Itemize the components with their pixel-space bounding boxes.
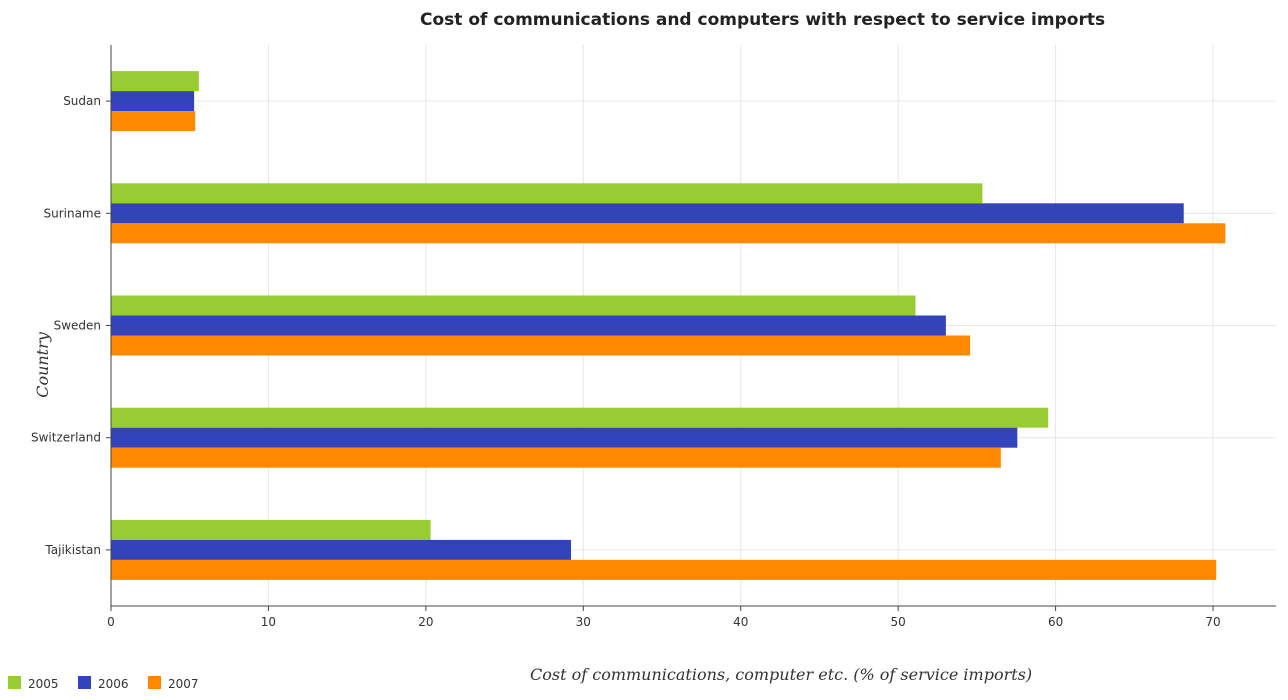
- bar-2007: [111, 335, 971, 356]
- bar-2005: [111, 183, 983, 204]
- x-tick-label: 20: [418, 615, 433, 629]
- y-tick-label: Suriname: [43, 206, 101, 220]
- legend-label-2006: 2006: [98, 677, 129, 691]
- legend: 2005 2006 2007: [8, 676, 199, 691]
- bar-2005: [111, 71, 199, 92]
- y-tick-label: Switzerland: [31, 431, 101, 445]
- bar-2005: [111, 407, 1049, 428]
- x-tick-label: 70: [1205, 615, 1220, 629]
- bar-2006: [111, 91, 195, 112]
- bar-2005: [111, 295, 916, 316]
- bar-2007: [111, 111, 196, 132]
- legend-label-2005: 2005: [28, 677, 59, 691]
- bar-2005: [111, 519, 431, 540]
- legend-label-2007: 2007: [168, 677, 199, 691]
- y-tick-label: Sudan: [63, 94, 101, 108]
- bar-2006: [111, 539, 572, 560]
- x-axis-label: Cost of communications, computer etc. (%…: [530, 665, 1032, 684]
- bar-2007: [111, 447, 1001, 468]
- bar-2007: [111, 559, 1217, 580]
- bars: [111, 71, 1226, 580]
- legend-swatch-2006: [78, 676, 91, 689]
- bar-2006: [111, 427, 1018, 448]
- y-tick-label: Sweden: [54, 319, 101, 333]
- x-tick-label: 50: [891, 615, 906, 629]
- x-tick-label: 40: [733, 615, 748, 629]
- y-axis-label: Country: [33, 331, 52, 398]
- bar-2007: [111, 223, 1226, 244]
- x-tick-label: 10: [261, 615, 276, 629]
- x-tick-label: 60: [1048, 615, 1063, 629]
- chart-title: Cost of communications and computers wit…: [420, 10, 1105, 30]
- x-tick-label: 30: [576, 615, 591, 629]
- legend-swatch-2005: [8, 676, 21, 689]
- axes: 0 10 20 30 40 50 60 70 Sudan Suriname Sweden Switze…: [31, 45, 1276, 629]
- bar-2006: [111, 315, 946, 336]
- legend-swatch-2007: [148, 676, 161, 689]
- x-tick-label: 0: [107, 615, 115, 629]
- y-tick-label: Tajikistan: [44, 543, 101, 557]
- bar-2006: [111, 203, 1184, 224]
